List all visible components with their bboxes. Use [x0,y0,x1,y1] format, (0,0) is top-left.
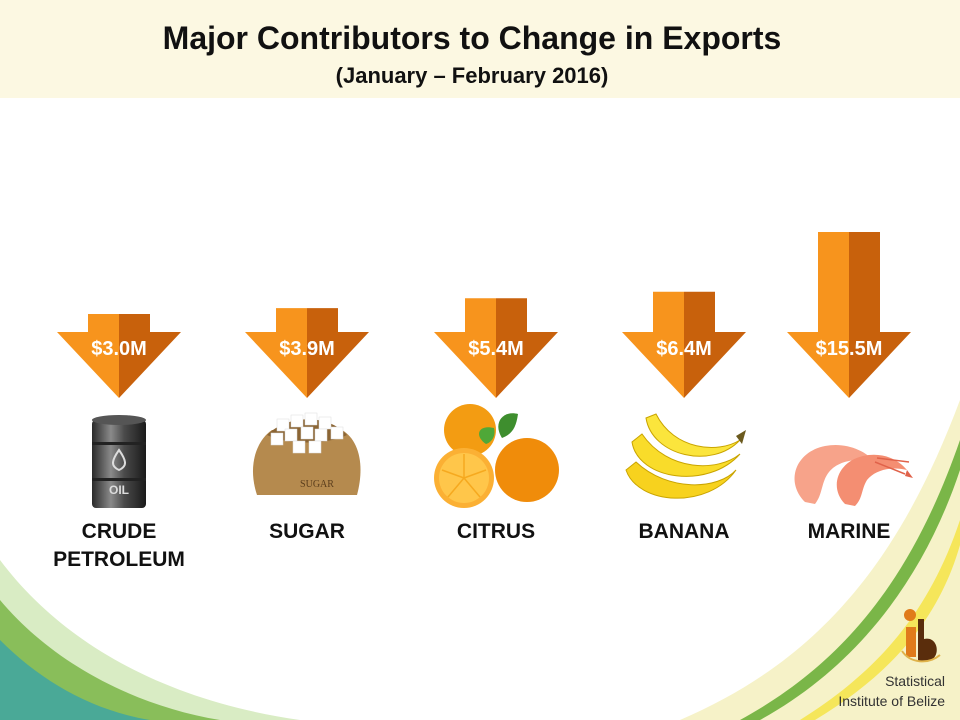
logo-text: Statistical Institute of Belize [815,671,945,711]
amount-label-petroleum: $3.0M [91,338,147,360]
logo-line1: Statistical [885,673,945,689]
arrow-citrus [434,298,558,398]
arrow-sugar [245,308,369,398]
header-band [0,0,960,98]
label-crude-petroleum: CRUDE PETROLEUM [34,518,204,574]
label-marine: MARINE [807,520,891,543]
page-subtitle: (January – February 2016) [335,63,609,88]
oil-barrel-icon: OIL [92,415,146,508]
label-banana: BANANA [638,520,730,543]
arrow-petroleum [57,314,181,398]
sugar-sack-icon: SUGAR [252,412,361,495]
amount-label-sugar: $3.9M [279,338,335,360]
page-title: Major Contributors to Change in Exports [162,20,782,56]
sib-logo-icon [901,609,941,663]
sack-text: SUGAR [300,479,334,490]
arrow-marine [787,232,911,398]
shrimp-icon [794,444,913,506]
logo-line2: Institute of Belize [838,693,945,709]
amount-label-citrus: $5.4M [468,338,524,360]
arrow-banana [622,291,746,398]
label-line: CRUDE [81,520,157,543]
barrel-text: OIL [109,483,129,497]
label-sugar: SUGAR [269,520,345,543]
banana-icon [625,413,746,499]
orange-icon [434,404,559,508]
label-line: PETROLEUM [53,548,185,571]
amount-label-banana: $6.4M [656,338,712,360]
label-citrus: CITRUS [456,520,536,543]
amount-label-marine: $15.5M [815,338,883,360]
